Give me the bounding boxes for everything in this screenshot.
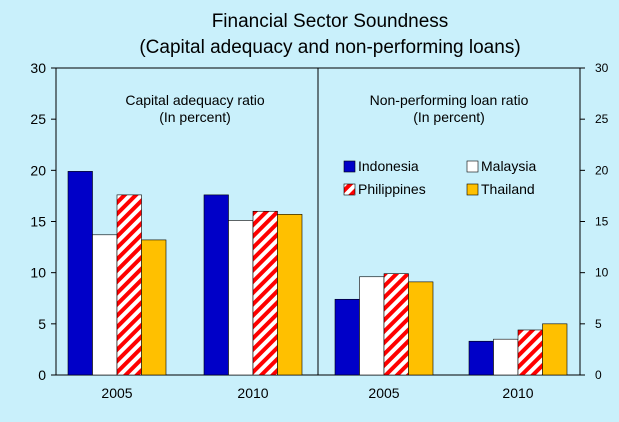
bar-thailand-npl-2010 xyxy=(542,323,568,376)
y-tick-label-left: 20 xyxy=(30,162,46,178)
bar-indonesia-car-2005 xyxy=(67,171,93,376)
y-tick-label-right: 0 xyxy=(595,368,602,382)
panel-left-subtitle: (In percent) xyxy=(159,109,231,125)
panel-right-title: Non-performing loan ratio xyxy=(370,92,529,108)
x-tick-label: 2005 xyxy=(101,385,132,401)
axes: 0 0 5 5 10 10 15 15 20 20 25 25 30 30 xyxy=(30,60,608,383)
x-tick-label: 2005 xyxy=(368,385,399,401)
y-tick-label-right: 20 xyxy=(595,163,609,177)
bar-malaysia-npl-2005 xyxy=(359,276,385,376)
bar-malaysia-car-2005 xyxy=(92,234,118,376)
bar-malaysia-npl-2010 xyxy=(493,338,519,376)
y-tick-label-right: 5 xyxy=(595,317,602,331)
chart-subtitle: (Capital adequacy and non-performing loa… xyxy=(139,37,520,58)
bar-thailand-npl-2005 xyxy=(408,281,434,376)
x-tick-label: 2010 xyxy=(237,385,268,401)
y-tick-label-right: 30 xyxy=(595,61,609,75)
y-tick-label-right: 25 xyxy=(595,112,609,126)
bar-philippines-car-2010 xyxy=(252,210,278,376)
bar-indonesia-car-2010 xyxy=(203,194,229,376)
panel-left-title: Capital adequacy ratio xyxy=(125,92,265,108)
panel-right-subtitle: (In percent) xyxy=(413,109,485,125)
y-tick-label-left: 10 xyxy=(30,265,46,281)
y-tick-label-left: 25 xyxy=(30,111,46,127)
legend-swatch-thailand xyxy=(466,183,479,196)
legend-label-malaysia: Malaysia xyxy=(481,158,536,174)
y-tick-label-left: 30 xyxy=(30,60,46,76)
y-tick-label-left: 5 xyxy=(38,316,46,332)
y-tick-label-left: 0 xyxy=(38,367,46,383)
legend-label-thailand: Thailand xyxy=(481,181,535,197)
chart-title: Financial Sector Soundness xyxy=(212,11,449,32)
bar-thailand-car-2010 xyxy=(277,214,303,376)
legend-label-philippines: Philippines xyxy=(358,181,426,197)
bar-indonesia-npl-2010 xyxy=(468,340,494,376)
x-tick-label: 2010 xyxy=(502,385,533,401)
bar-thailand-car-2005 xyxy=(141,239,167,376)
bars: 2005 2010 2005 2010 xyxy=(67,171,568,401)
bar-philippines-npl-2010 xyxy=(517,329,543,376)
bar-philippines-car-2005 xyxy=(116,194,142,376)
legend-label-indonesia: Indonesia xyxy=(358,158,419,174)
y-tick-label-right: 15 xyxy=(595,215,609,229)
bar-indonesia-npl-2005 xyxy=(334,298,360,376)
y-tick-label-right: 10 xyxy=(595,266,609,280)
legend-swatch-philippines xyxy=(343,183,356,196)
y-tick-label-left: 15 xyxy=(30,214,46,230)
legend-swatch-indonesia xyxy=(343,160,356,173)
legend: Indonesia Malaysia Philippines Thailand xyxy=(343,158,536,197)
bar-malaysia-car-2010 xyxy=(228,220,254,376)
bar-philippines-npl-2005 xyxy=(383,273,409,376)
legend-swatch-malaysia xyxy=(466,160,479,173)
